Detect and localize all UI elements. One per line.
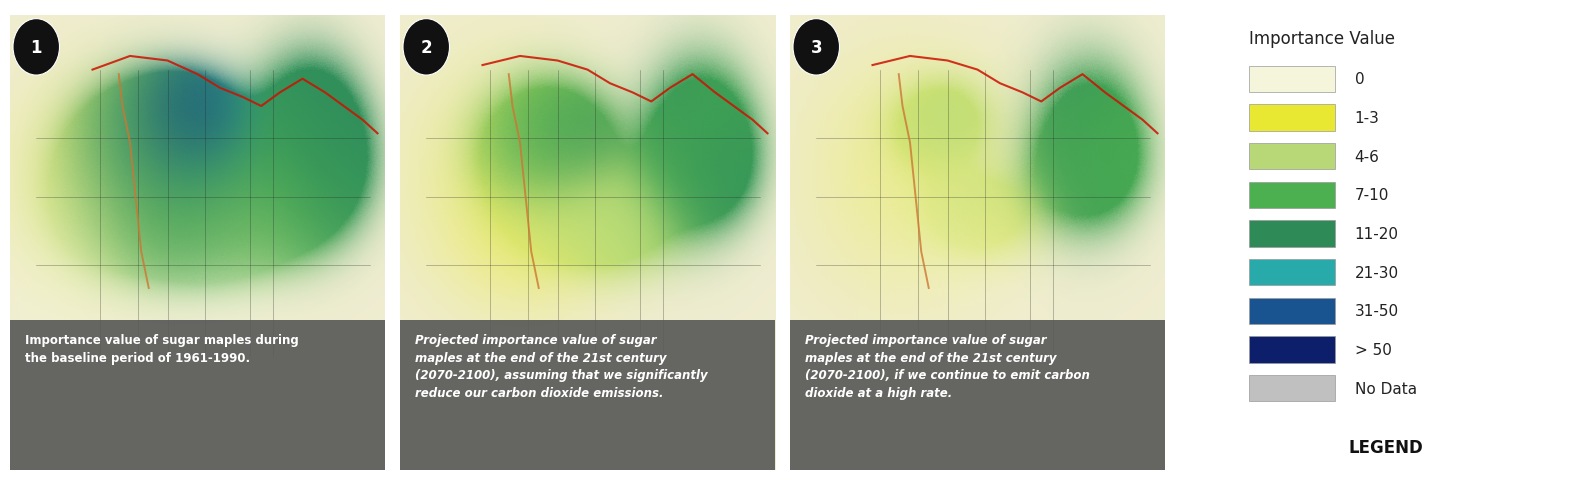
Text: No Data: No Data <box>1355 381 1417 396</box>
Text: Projected importance value of sugar
maples at the end of the 21st century
(2070-: Projected importance value of sugar mapl… <box>416 334 707 399</box>
Text: Importance Value: Importance Value <box>1248 30 1395 48</box>
Bar <box>400 320 775 470</box>
Text: 7-10: 7-10 <box>1355 188 1388 203</box>
Bar <box>10 320 385 470</box>
Text: 1-3: 1-3 <box>1355 111 1380 126</box>
Circle shape <box>403 20 449 76</box>
Text: 21-30: 21-30 <box>1355 265 1399 280</box>
FancyBboxPatch shape <box>1248 375 1336 401</box>
FancyBboxPatch shape <box>1248 144 1336 170</box>
Circle shape <box>13 20 59 76</box>
FancyBboxPatch shape <box>1248 66 1336 93</box>
Text: 11-20: 11-20 <box>1355 227 1399 241</box>
FancyBboxPatch shape <box>1248 182 1336 208</box>
Text: Projected importance value of sugar
maples at the end of the 21st century
(2070-: Projected importance value of sugar mapl… <box>806 334 1091 399</box>
Text: 2: 2 <box>420 39 431 57</box>
FancyBboxPatch shape <box>1248 259 1336 286</box>
FancyBboxPatch shape <box>1248 221 1336 247</box>
Text: 31-50: 31-50 <box>1355 304 1399 319</box>
Text: Importance value of sugar maples during
the baseline period of 1961-1990.: Importance value of sugar maples during … <box>25 334 299 364</box>
Circle shape <box>793 20 839 76</box>
Bar <box>790 320 1165 470</box>
Text: 3: 3 <box>810 39 821 57</box>
Text: 1: 1 <box>30 39 41 57</box>
FancyBboxPatch shape <box>1248 298 1336 324</box>
Text: LEGEND: LEGEND <box>1348 438 1423 456</box>
Text: 0: 0 <box>1355 72 1364 87</box>
Text: 4-6: 4-6 <box>1355 149 1380 164</box>
FancyBboxPatch shape <box>1248 105 1336 132</box>
FancyBboxPatch shape <box>1248 336 1336 363</box>
Text: > 50: > 50 <box>1355 342 1391 357</box>
